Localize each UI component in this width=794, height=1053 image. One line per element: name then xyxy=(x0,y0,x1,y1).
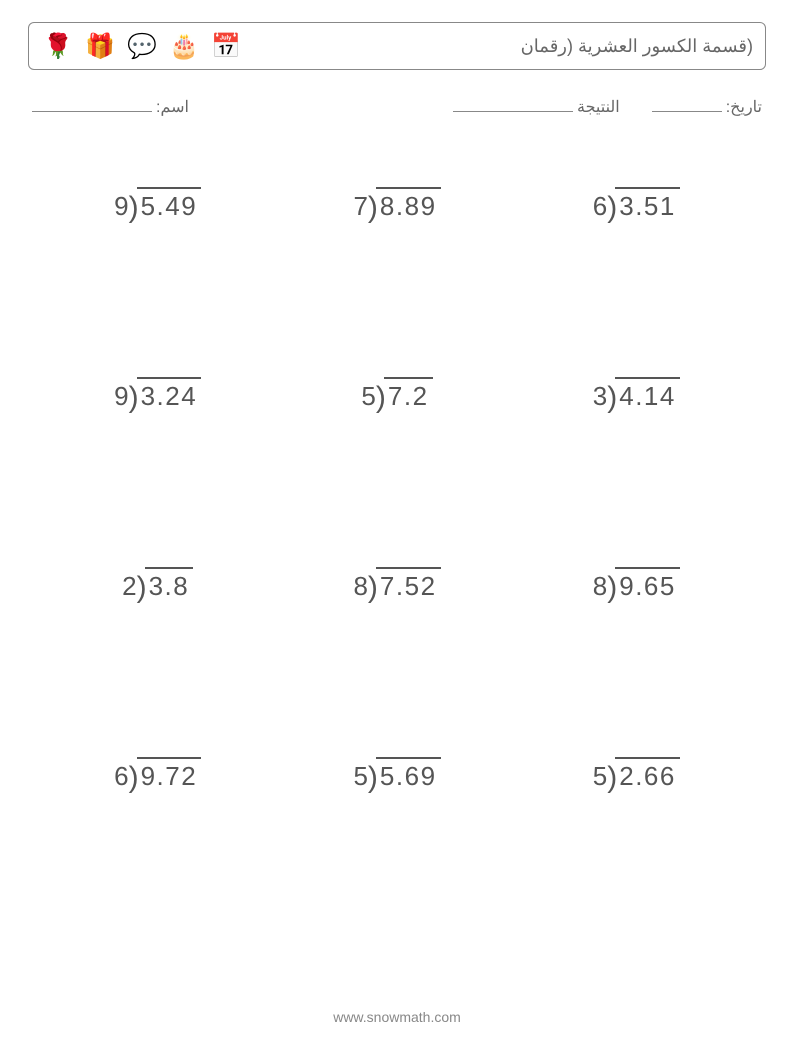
problems-grid: 9)5.497)8.896)3.519)3.245)7.23)4.142)3.8… xyxy=(28,167,766,927)
problem-cell: 5)2.66 xyxy=(517,737,756,927)
worksheet-page: 🌹 🎁 💬 🎂 📅 (قسمة الكسور العشرية (رقمان تا… xyxy=(0,0,794,1053)
name-label: اسم: xyxy=(156,97,189,117)
long-division: 5)7.2 xyxy=(361,377,432,413)
name-blank[interactable] xyxy=(32,94,152,112)
long-division: 6)9.72 xyxy=(114,757,201,793)
calendar-heart-icon: 📅 xyxy=(209,29,243,63)
problem-cell: 3)4.14 xyxy=(517,357,756,547)
division-bracket: ) xyxy=(607,571,617,605)
divisor: 7 xyxy=(353,191,367,222)
divisor: 3 xyxy=(593,381,607,412)
dividend: 7.2 xyxy=(384,377,433,412)
gift-icon: 🎁 xyxy=(83,29,117,63)
problem-cell: 8)7.52 xyxy=(277,547,516,737)
score-label: النتيجة xyxy=(577,97,620,117)
long-division: 5)5.69 xyxy=(353,757,440,793)
division-bracket: ) xyxy=(129,381,139,415)
date-blank[interactable] xyxy=(652,94,722,112)
long-division: 2)3.8 xyxy=(122,567,193,603)
score-blank[interactable] xyxy=(453,94,573,112)
dividend: 3.8 xyxy=(145,567,194,602)
divisor: 8 xyxy=(353,571,367,602)
dividend: 8.89 xyxy=(376,187,441,222)
problem-cell: 7)8.89 xyxy=(277,167,516,357)
division-bracket: ) xyxy=(129,191,139,225)
dividend: 3.51 xyxy=(615,187,680,222)
divisor: 5 xyxy=(353,761,367,792)
dividend: 4.14 xyxy=(615,377,680,412)
division-bracket: ) xyxy=(607,191,617,225)
divisor: 9 xyxy=(114,191,128,222)
long-division: 7)8.89 xyxy=(353,187,440,223)
long-division: 8)7.52 xyxy=(353,567,440,603)
info-left-group: اسم: xyxy=(32,94,189,117)
division-bracket: ) xyxy=(137,571,147,605)
rose-icon: 🌹 xyxy=(41,29,75,63)
division-bracket: ) xyxy=(607,381,617,415)
problem-cell: 9)5.49 xyxy=(38,167,277,357)
info-row: تاريخ: النتيجة اسم: xyxy=(28,94,766,117)
worksheet-title: (قسمة الكسور العشرية (رقمان xyxy=(521,36,753,57)
divisor: 5 xyxy=(593,761,607,792)
problem-cell: 5)5.69 xyxy=(277,737,516,927)
divisor: 2 xyxy=(122,571,136,602)
dividend: 7.52 xyxy=(376,567,441,602)
heart-speech-icon: 💬 xyxy=(125,29,159,63)
dividend: 5.49 xyxy=(137,187,202,222)
footer-url: www.snowmath.com xyxy=(0,1009,794,1025)
divisor: 6 xyxy=(114,761,128,792)
long-division: 9)5.49 xyxy=(114,187,201,223)
division-bracket: ) xyxy=(368,571,378,605)
divisor: 5 xyxy=(361,381,375,412)
long-division: 5)2.66 xyxy=(593,757,680,793)
problem-cell: 8)9.65 xyxy=(517,547,756,737)
long-division: 3)4.14 xyxy=(593,377,680,413)
division-bracket: ) xyxy=(376,381,386,415)
dividend: 9.72 xyxy=(137,757,202,792)
divisor: 6 xyxy=(593,191,607,222)
divisor: 8 xyxy=(593,571,607,602)
long-division: 6)3.51 xyxy=(593,187,680,223)
cake-icon: 🎂 xyxy=(167,29,201,63)
long-division: 9)3.24 xyxy=(114,377,201,413)
problem-cell: 6)3.51 xyxy=(517,167,756,357)
header-box: 🌹 🎁 💬 🎂 📅 (قسمة الكسور العشرية (رقمان xyxy=(28,22,766,70)
info-right-group: تاريخ: النتيجة xyxy=(453,94,762,117)
division-bracket: ) xyxy=(368,191,378,225)
dividend: 3.24 xyxy=(137,377,202,412)
divisor: 9 xyxy=(114,381,128,412)
problem-cell: 6)9.72 xyxy=(38,737,277,927)
division-bracket: ) xyxy=(368,761,378,795)
problem-cell: 9)3.24 xyxy=(38,357,277,547)
icon-row: 🌹 🎁 💬 🎂 📅 xyxy=(41,29,243,63)
problem-cell: 2)3.8 xyxy=(38,547,277,737)
division-bracket: ) xyxy=(607,761,617,795)
problem-cell: 5)7.2 xyxy=(277,357,516,547)
long-division: 8)9.65 xyxy=(593,567,680,603)
date-label: تاريخ: xyxy=(726,97,762,117)
dividend: 5.69 xyxy=(376,757,441,792)
dividend: 2.66 xyxy=(615,757,680,792)
dividend: 9.65 xyxy=(615,567,680,602)
division-bracket: ) xyxy=(129,761,139,795)
